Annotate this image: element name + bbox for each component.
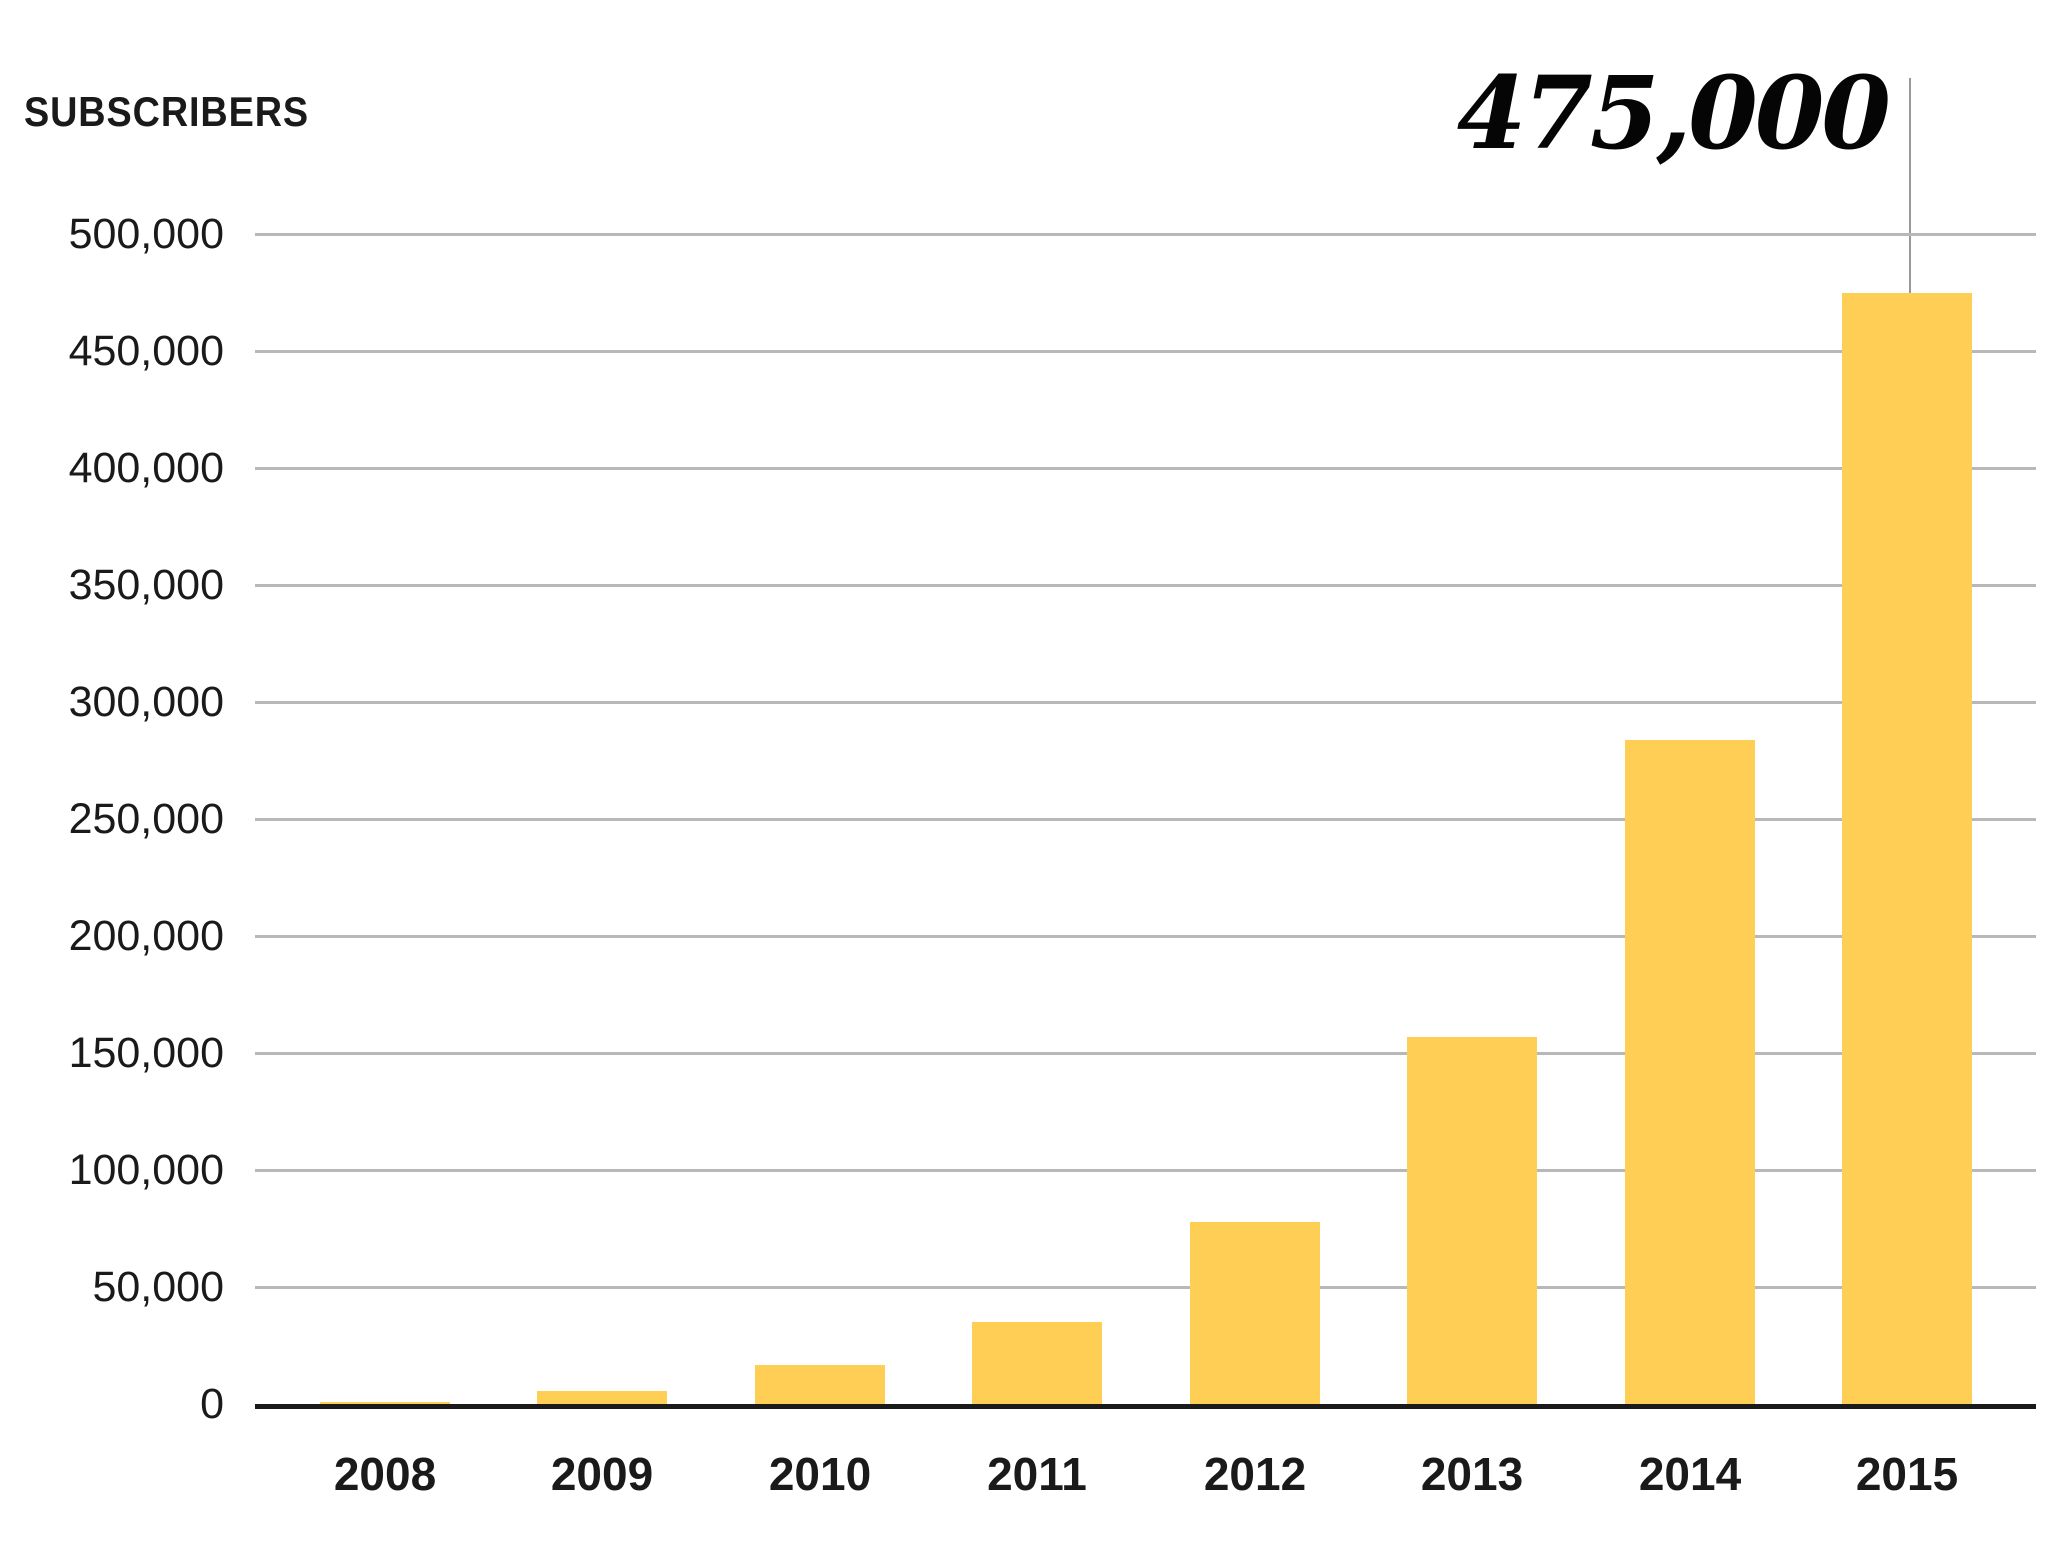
bar-2013 <box>1407 1037 1537 1404</box>
x-tick-label: 2014 <box>1638 1448 1742 1500</box>
gridline <box>255 1169 2036 1172</box>
y-tick-label: 150,000 <box>68 1029 224 1077</box>
highlight-value-annotation: 475,000 <box>1456 54 1891 172</box>
y-tick-label: 300,000 <box>68 678 224 726</box>
x-tick-label: 2011 <box>987 1448 1087 1500</box>
gridline <box>255 818 2036 821</box>
y-tick-label: 100,000 <box>68 1146 224 1194</box>
gridline <box>255 467 2036 470</box>
x-tick-label: 2012 <box>1203 1448 1307 1500</box>
y-axis-title: SUBSCRIBERS <box>24 88 310 135</box>
y-tick-label: 500,000 <box>68 210 224 258</box>
y-tick-label: 400,000 <box>68 444 224 492</box>
gridline <box>255 1052 2036 1055</box>
bar-2011 <box>972 1322 1102 1404</box>
gridline <box>255 1286 2036 1289</box>
x-tick-label: 2010 <box>768 1448 872 1500</box>
gridline <box>255 935 2036 938</box>
y-tick-label: 250,000 <box>68 795 224 843</box>
y-tick-label: 200,000 <box>68 912 224 960</box>
annotation-leader-line <box>1909 78 1911 293</box>
bar-2014 <box>1625 740 1755 1404</box>
bar-2012 <box>1190 1222 1320 1404</box>
bar-2015 <box>1842 293 1972 1404</box>
gridline <box>255 701 2036 704</box>
y-tick-label: 450,000 <box>68 327 224 375</box>
bar-2008 <box>320 1402 450 1404</box>
x-tick-label: 2009 <box>550 1448 654 1500</box>
y-tick-label: 50,000 <box>92 1263 224 1311</box>
x-tick-label: 2015 <box>1855 1448 1959 1500</box>
x-axis-baseline <box>255 1404 2036 1409</box>
gridline <box>255 584 2036 587</box>
bar-2010 <box>755 1365 885 1404</box>
gridline <box>255 233 2036 236</box>
y-tick-label: 0 <box>200 1380 224 1428</box>
gridline <box>255 350 2036 353</box>
x-tick-label: 2008 <box>333 1448 437 1500</box>
bar-2009 <box>537 1391 667 1404</box>
x-tick-label: 2013 <box>1420 1448 1524 1500</box>
y-tick-label: 350,000 <box>68 561 224 609</box>
